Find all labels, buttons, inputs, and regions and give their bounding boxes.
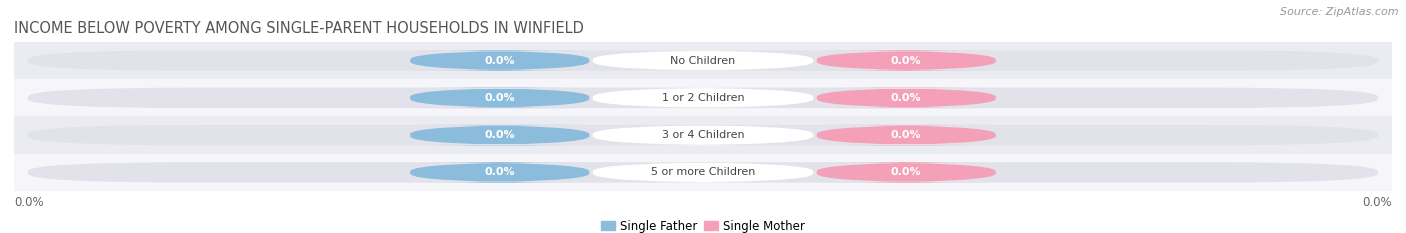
Bar <box>14 116 1392 154</box>
Text: 0.0%: 0.0% <box>891 168 921 177</box>
Text: 0.0%: 0.0% <box>485 168 515 177</box>
FancyBboxPatch shape <box>593 50 813 71</box>
Bar <box>14 42 1392 79</box>
Text: 3 or 4 Children: 3 or 4 Children <box>662 130 744 140</box>
Text: 0.0%: 0.0% <box>14 195 44 209</box>
FancyBboxPatch shape <box>593 162 813 183</box>
FancyBboxPatch shape <box>817 50 995 71</box>
FancyBboxPatch shape <box>817 162 995 183</box>
Text: 5 or more Children: 5 or more Children <box>651 168 755 177</box>
Text: 0.0%: 0.0% <box>1362 195 1392 209</box>
Bar <box>14 79 1392 116</box>
Text: 0.0%: 0.0% <box>485 130 515 140</box>
Text: 1 or 2 Children: 1 or 2 Children <box>662 93 744 103</box>
Text: 0.0%: 0.0% <box>485 93 515 103</box>
Legend: Single Father, Single Mother: Single Father, Single Mother <box>596 215 810 233</box>
Text: Source: ZipAtlas.com: Source: ZipAtlas.com <box>1281 7 1399 17</box>
Text: INCOME BELOW POVERTY AMONG SINGLE-PARENT HOUSEHOLDS IN WINFIELD: INCOME BELOW POVERTY AMONG SINGLE-PARENT… <box>14 21 583 36</box>
Text: No Children: No Children <box>671 56 735 65</box>
FancyBboxPatch shape <box>28 50 1378 71</box>
FancyBboxPatch shape <box>593 125 813 145</box>
FancyBboxPatch shape <box>817 88 995 108</box>
FancyBboxPatch shape <box>28 162 1378 183</box>
FancyBboxPatch shape <box>817 125 995 145</box>
FancyBboxPatch shape <box>411 88 589 108</box>
FancyBboxPatch shape <box>411 50 589 71</box>
FancyBboxPatch shape <box>411 162 589 183</box>
FancyBboxPatch shape <box>28 125 1378 145</box>
FancyBboxPatch shape <box>411 125 589 145</box>
Bar <box>14 154 1392 191</box>
FancyBboxPatch shape <box>593 88 813 108</box>
Text: 0.0%: 0.0% <box>485 56 515 65</box>
Text: 0.0%: 0.0% <box>891 130 921 140</box>
Text: 0.0%: 0.0% <box>891 93 921 103</box>
Text: 0.0%: 0.0% <box>891 56 921 65</box>
FancyBboxPatch shape <box>28 88 1378 108</box>
